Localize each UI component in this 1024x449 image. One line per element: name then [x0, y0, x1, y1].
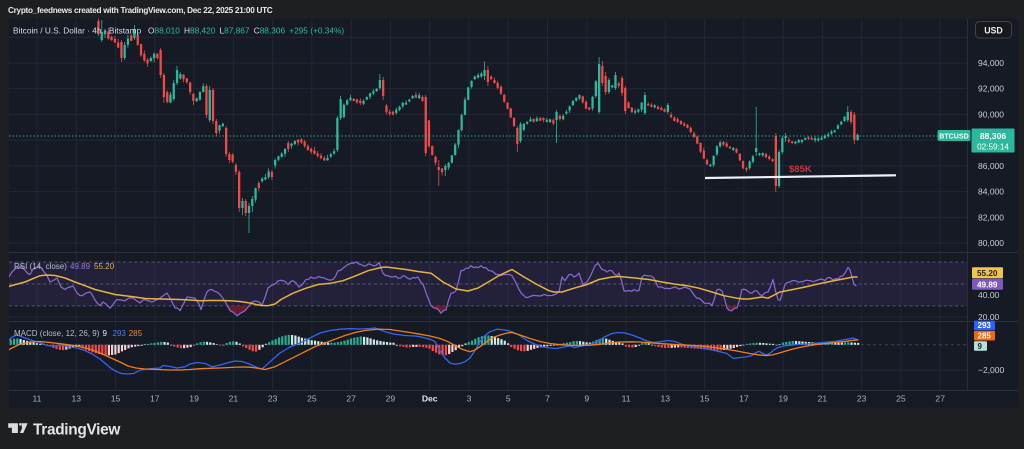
svg-text:13: 13 — [71, 393, 81, 403]
svg-text:49.89: 49.89 — [977, 280, 998, 289]
svg-text:285: 285 — [978, 332, 992, 341]
svg-text:84,000: 84,000 — [978, 187, 1004, 197]
svg-text:17: 17 — [739, 393, 749, 403]
svg-text:88,306: 88,306 — [980, 131, 1007, 141]
svg-text:O88,010 H88,420 L87,867 C88,30: O88,010 H88,420 L87,867 C88,306 +295 (+0… — [148, 25, 344, 35]
svg-text:9: 9 — [978, 342, 983, 351]
svg-text:82,000: 82,000 — [978, 212, 1004, 222]
svg-text:20.00: 20.00 — [978, 312, 1000, 322]
svg-text:USD: USD — [984, 26, 1003, 36]
svg-text:55.20: 55.20 — [94, 262, 115, 271]
svg-text:49.89: 49.89 — [70, 262, 91, 271]
svg-text:27: 27 — [935, 393, 945, 403]
svg-text:55.20: 55.20 — [977, 269, 998, 278]
svg-text:15: 15 — [111, 393, 121, 403]
svg-text:21: 21 — [229, 393, 239, 403]
svg-text:15: 15 — [700, 393, 710, 403]
svg-text:80,000: 80,000 — [978, 238, 1004, 248]
svg-text:MACD (close, 12, 26, 9): MACD (close, 12, 26, 9) — [14, 329, 100, 338]
svg-text:−2,000: −2,000 — [978, 365, 1005, 375]
svg-text:94,000: 94,000 — [978, 58, 1004, 68]
svg-text:11: 11 — [622, 393, 631, 403]
svg-text:21: 21 — [818, 393, 828, 403]
svg-text:25: 25 — [307, 393, 317, 403]
svg-text:27: 27 — [346, 393, 356, 403]
svg-text:11: 11 — [33, 393, 42, 403]
svg-text:Dec: Dec — [422, 393, 438, 403]
svg-text:90,000: 90,000 — [978, 109, 1004, 119]
svg-text:285: 285 — [129, 329, 143, 338]
svg-text:23: 23 — [857, 393, 867, 403]
svg-text:TradingView: TradingView — [33, 421, 120, 438]
svg-text:19: 19 — [189, 393, 199, 403]
svg-text:40.00: 40.00 — [978, 290, 1000, 300]
svg-text:17: 17 — [150, 393, 160, 403]
svg-text:293: 293 — [978, 321, 992, 330]
svg-text:RSI (14, close): RSI (14, close) — [14, 262, 67, 271]
svg-text:92,000: 92,000 — [978, 84, 1004, 94]
svg-text:Bitcoin / U.S. Dollar · 4h · B: Bitcoin / U.S. Dollar · 4h · Bitstamp — [13, 25, 142, 35]
svg-text:29: 29 — [386, 393, 396, 403]
svg-text:23: 23 — [268, 393, 278, 403]
svg-text:BTCUSD: BTCUSD — [939, 133, 969, 141]
svg-text:Crypto_feednews created with T: Crypto_feednews created with TradingView… — [8, 6, 273, 15]
svg-text:9: 9 — [103, 329, 108, 338]
svg-text:3: 3 — [467, 393, 472, 403]
svg-text:$85K: $85K — [789, 164, 812, 175]
svg-text:293: 293 — [113, 329, 127, 338]
svg-text:02:59:14: 02:59:14 — [977, 142, 1009, 151]
svg-text:7: 7 — [545, 393, 550, 403]
svg-text:86,000: 86,000 — [978, 161, 1004, 171]
svg-text:13: 13 — [661, 393, 671, 403]
svg-text:25: 25 — [896, 393, 906, 403]
svg-text:19: 19 — [778, 393, 788, 403]
svg-text:9: 9 — [584, 393, 589, 403]
svg-text:5: 5 — [506, 393, 511, 403]
